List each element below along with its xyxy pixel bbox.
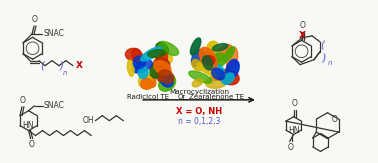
Text: n = 0,1,2,3: n = 0,1,2,3: [178, 117, 220, 126]
Text: HN: HN: [23, 121, 34, 130]
Ellipse shape: [150, 62, 163, 78]
Ellipse shape: [138, 67, 148, 79]
Text: n: n: [328, 60, 333, 66]
Ellipse shape: [141, 47, 162, 61]
Ellipse shape: [206, 76, 228, 88]
Ellipse shape: [226, 59, 239, 78]
Ellipse shape: [189, 71, 212, 83]
Ellipse shape: [156, 43, 168, 54]
Ellipse shape: [192, 79, 203, 87]
Ellipse shape: [213, 53, 226, 66]
Text: ): ): [60, 61, 64, 71]
Ellipse shape: [197, 63, 216, 76]
Ellipse shape: [224, 47, 235, 61]
Text: Macrocyclization: Macrocyclization: [169, 89, 229, 95]
Ellipse shape: [159, 43, 167, 54]
Text: O: O: [332, 115, 338, 124]
Text: O: O: [29, 141, 34, 149]
Ellipse shape: [207, 41, 219, 53]
Ellipse shape: [138, 74, 152, 89]
Text: Zearalenone TE: Zearalenone TE: [189, 94, 245, 100]
Text: OH: OH: [83, 116, 94, 125]
Ellipse shape: [148, 50, 166, 57]
Text: O: O: [300, 22, 305, 30]
Ellipse shape: [191, 50, 204, 66]
Ellipse shape: [226, 47, 238, 70]
Ellipse shape: [156, 51, 167, 63]
Text: Radicicol TE: Radicicol TE: [127, 94, 169, 100]
Ellipse shape: [154, 58, 170, 71]
Text: O: O: [288, 143, 294, 152]
Text: Or: Or: [178, 94, 186, 100]
Ellipse shape: [191, 38, 201, 55]
Ellipse shape: [144, 75, 156, 88]
Text: X: X: [299, 31, 305, 40]
Text: n: n: [63, 70, 67, 76]
Text: X = O, NH: X = O, NH: [176, 107, 222, 116]
Ellipse shape: [195, 49, 204, 61]
Ellipse shape: [192, 60, 203, 71]
Text: O: O: [20, 96, 26, 105]
Text: O: O: [32, 15, 38, 24]
Ellipse shape: [158, 41, 179, 55]
Text: (: (: [40, 61, 44, 71]
Ellipse shape: [158, 70, 174, 83]
Ellipse shape: [133, 58, 144, 73]
Ellipse shape: [141, 79, 153, 89]
Text: SNAC: SNAC: [43, 101, 64, 110]
Text: O: O: [292, 99, 297, 108]
Ellipse shape: [203, 56, 212, 70]
Text: HN: HN: [288, 126, 299, 135]
Text: SNAC: SNAC: [43, 29, 64, 38]
Ellipse shape: [212, 68, 225, 80]
Ellipse shape: [127, 60, 134, 76]
Ellipse shape: [213, 65, 224, 76]
Ellipse shape: [203, 56, 215, 65]
Ellipse shape: [154, 61, 171, 75]
Ellipse shape: [159, 75, 176, 91]
Ellipse shape: [219, 69, 239, 85]
Text: X: X: [76, 61, 83, 70]
Ellipse shape: [125, 48, 141, 61]
Text: (: (: [320, 39, 326, 50]
Ellipse shape: [156, 63, 165, 81]
Text: ): ): [320, 52, 326, 63]
Ellipse shape: [133, 56, 146, 69]
Ellipse shape: [222, 73, 234, 84]
Ellipse shape: [159, 71, 173, 87]
Ellipse shape: [132, 49, 143, 64]
Ellipse shape: [203, 51, 218, 65]
Ellipse shape: [133, 60, 152, 73]
Ellipse shape: [212, 44, 228, 51]
Ellipse shape: [200, 47, 217, 70]
Ellipse shape: [164, 53, 172, 63]
Ellipse shape: [211, 70, 222, 80]
Ellipse shape: [211, 45, 232, 62]
